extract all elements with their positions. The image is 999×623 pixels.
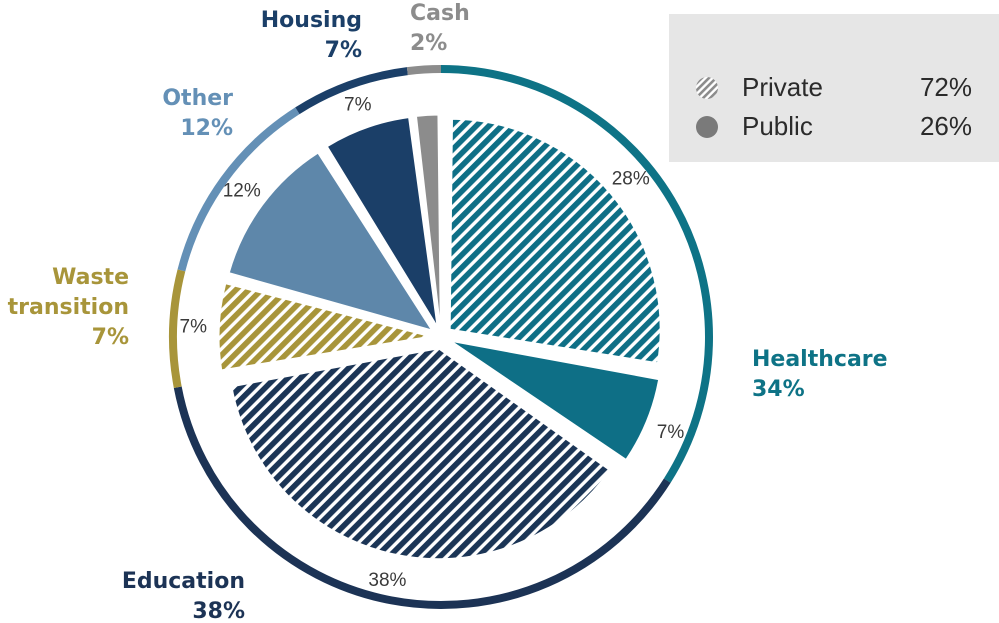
slice-value-label: 7% xyxy=(657,422,685,443)
group-label-cash: Cash xyxy=(410,1,470,26)
ring-segment-education xyxy=(173,386,671,609)
legend-box: Private 72% Public 26% xyxy=(669,14,999,162)
group-label-waste-transition: 7% xyxy=(92,325,129,350)
legend-public-label: Public xyxy=(742,111,813,141)
pie-slice-education-private xyxy=(231,348,611,560)
pie-slice-other-public xyxy=(228,152,433,331)
slice-value-label: 7% xyxy=(180,316,208,337)
group-label-healthcare: 34% xyxy=(752,377,805,402)
group-label-housing: 7% xyxy=(325,38,362,63)
group-label-education: 38% xyxy=(192,599,245,623)
hatched-circle-icon xyxy=(696,77,718,99)
group-label-other: 12% xyxy=(180,116,233,141)
legend-private-label: Private xyxy=(742,72,823,102)
slice-value-label: 12% xyxy=(223,180,261,201)
group-label-other: Other xyxy=(162,86,233,111)
pie-slice-cash-public xyxy=(415,114,441,326)
legend-item-private: Private 72% xyxy=(669,70,999,104)
solid-circle-icon xyxy=(696,116,718,138)
ring-segment-waste-transition xyxy=(169,269,186,388)
slice-value-label: 28% xyxy=(612,168,650,189)
slice-value-label: 7% xyxy=(344,94,372,115)
group-label-healthcare: Healthcare xyxy=(752,347,888,372)
group-label-education: Education xyxy=(122,569,245,594)
group-label-waste-transition: transition xyxy=(8,295,129,320)
pie-slice-housing-public xyxy=(326,117,438,326)
ring-segment-cash xyxy=(406,65,442,76)
group-label-cash: 2% xyxy=(410,31,447,56)
slice-value-label: 38% xyxy=(368,570,406,591)
legend-private-value: 72% xyxy=(919,72,972,102)
pie-slice-healthcare-public xyxy=(451,341,660,461)
ring-segment-housing xyxy=(295,67,408,115)
legend-item-public: Public 26% xyxy=(669,109,999,143)
group-label-housing: Housing xyxy=(261,8,362,33)
ring-segment-healthcare xyxy=(440,65,713,483)
pie-slice-healthcare-private xyxy=(449,118,661,364)
group-label-waste-transition: Waste xyxy=(52,265,129,290)
legend-public-value: 26% xyxy=(919,111,972,141)
pie-slice-waste-transition-private xyxy=(218,283,430,371)
ring-segment-other xyxy=(177,107,300,272)
